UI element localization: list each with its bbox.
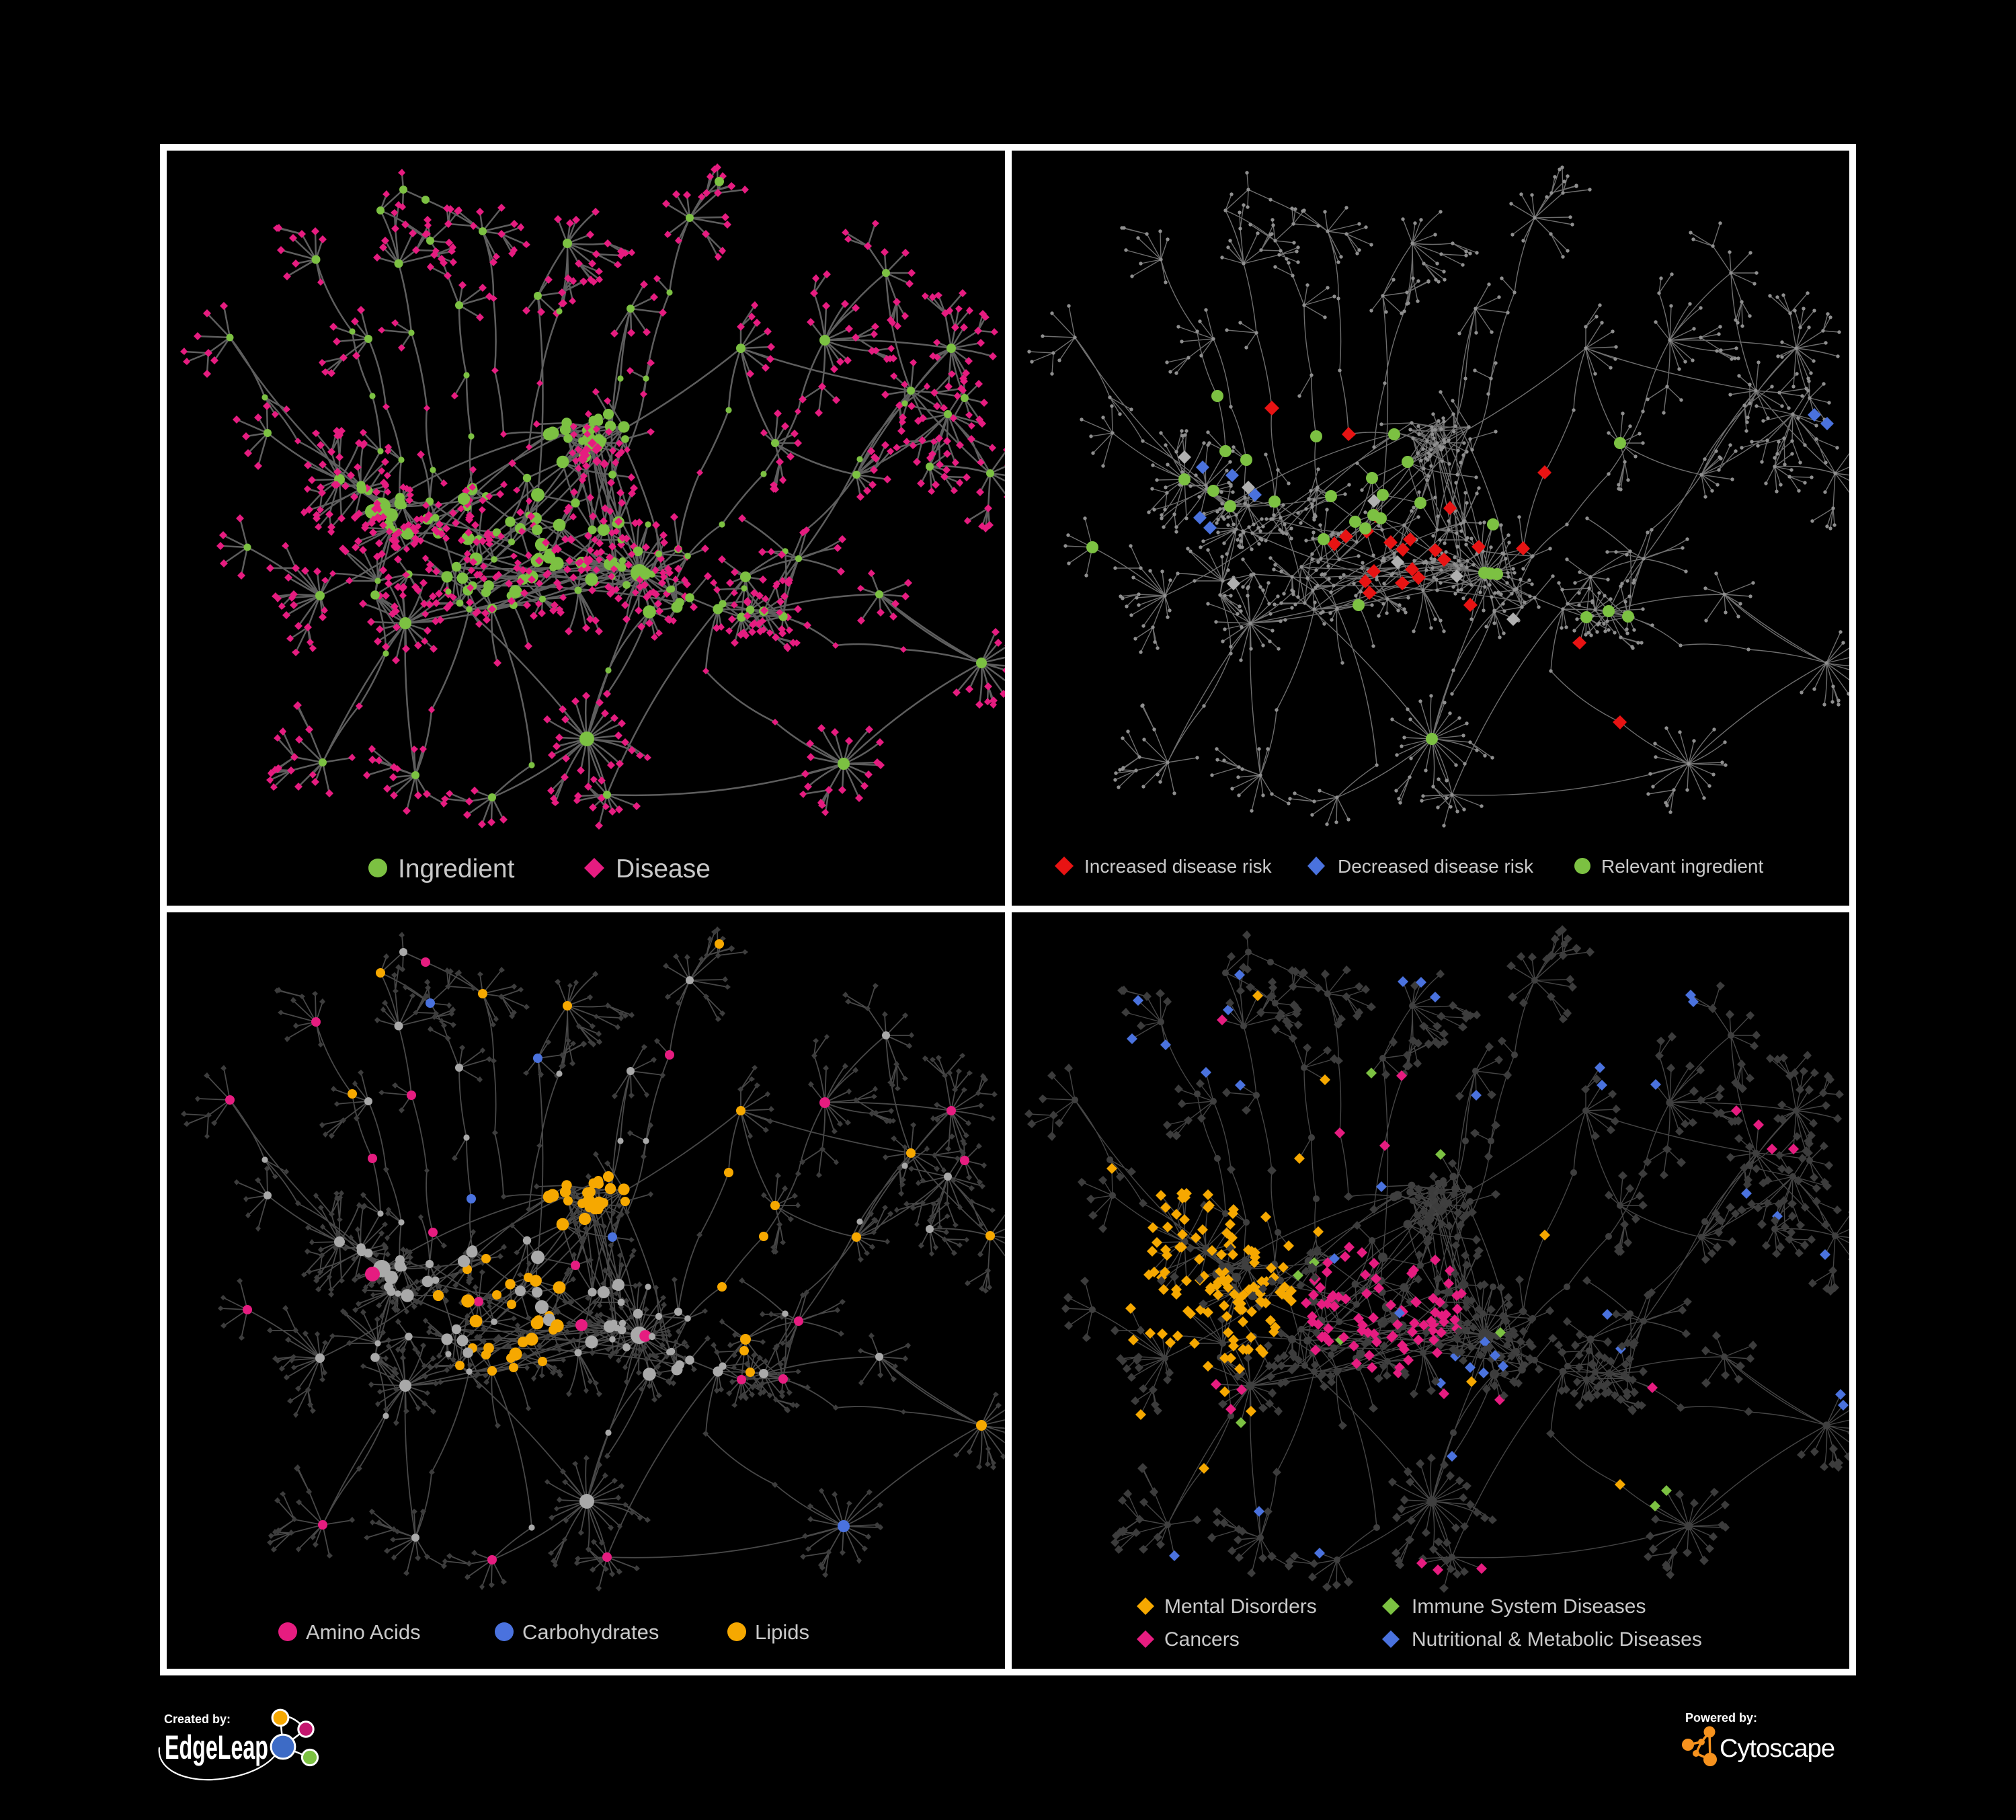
svg-text:Immune System Diseases: Immune System Diseases: [1412, 1595, 1646, 1618]
svg-text:Nutritional & Metabolic Diseas: Nutritional & Metabolic Diseases: [1412, 1628, 1702, 1651]
svg-text:Cytoscape: Cytoscape: [1720, 1735, 1835, 1763]
svg-text:Relevant ingredient: Relevant ingredient: [1601, 856, 1763, 877]
svg-text:EdgeLeap: EdgeLeap: [165, 1729, 268, 1766]
svg-text:Carbohydrates: Carbohydrates: [522, 1620, 659, 1644]
svg-text:Lipids: Lipids: [755, 1620, 809, 1644]
svg-text:Created by:: Created by:: [164, 1712, 231, 1726]
svg-text:Ingredient: Ingredient: [398, 855, 515, 883]
svg-text:Increased disease risk: Increased disease risk: [1084, 856, 1273, 877]
svg-text:Mental Disorders: Mental Disorders: [1164, 1595, 1317, 1618]
svg-text:Amino Acids: Amino Acids: [306, 1620, 421, 1644]
svg-text:Powered by:: Powered by:: [1685, 1711, 1757, 1725]
svg-text:Cancers: Cancers: [1164, 1628, 1240, 1651]
svg-text:Disease: Disease: [616, 855, 711, 883]
svg-text:Decreased disease risk: Decreased disease risk: [1338, 856, 1534, 877]
